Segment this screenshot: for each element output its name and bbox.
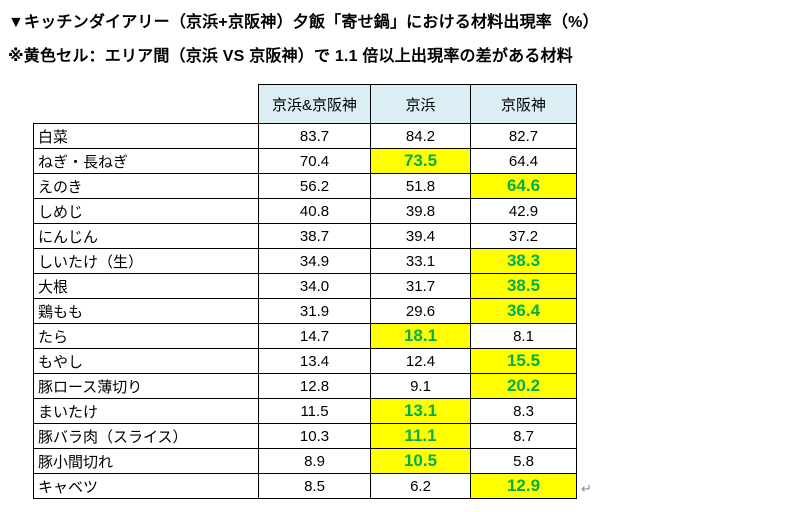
value-cell: 9.1: [370, 373, 471, 399]
table-row: 豚バラ肉（スライス） 10.3 11.1 8.7: [33, 423, 577, 449]
paragraph-mark-icon: ↵: [581, 481, 592, 496]
value-cell-highlighted: 13.1: [370, 398, 471, 424]
value-cell-highlighted: 10.5: [370, 448, 471, 474]
value-cell: 64.4: [470, 148, 577, 174]
table-row: 豚ロース薄切り 12.8 9.1 20.2: [33, 373, 577, 399]
ingredient-table-body: 白菜 83.7 84.2 82.7 ねぎ・長ねぎ 70.4 73.5 64.4 えのき 56.2 5…: [33, 123, 577, 499]
value-cell: 8.7: [470, 423, 577, 449]
table-row: キャベツ 8.5 6.2 12.9: [33, 473, 577, 499]
value-cell: 51.8: [370, 173, 471, 199]
value-cell: 29.6: [370, 298, 471, 324]
ingredient-label: ねぎ・長ねぎ: [33, 148, 259, 174]
value-cell-highlighted: 73.5: [370, 148, 471, 174]
value-cell: 84.2: [370, 123, 471, 149]
value-cell: 83.7: [258, 123, 371, 149]
value-cell: 82.7: [470, 123, 577, 149]
table-row: しいたけ（生） 34.9 33.1 38.3: [33, 248, 577, 274]
ingredient-label: 白菜: [33, 123, 259, 149]
value-cell: 6.2: [370, 473, 471, 499]
ingredient-label: にんじん: [33, 223, 259, 249]
column-header-keihin: 京浜: [370, 84, 471, 124]
table-row: 白菜 83.7 84.2 82.7: [33, 123, 577, 149]
value-cell-highlighted: 12.9: [470, 473, 577, 499]
value-cell-highlighted: 11.1: [370, 423, 471, 449]
table-row: まいたけ 11.5 13.1 8.3: [33, 398, 577, 424]
value-cell: 37.2: [470, 223, 577, 249]
table-row: たら 14.7 18.1 8.1: [33, 323, 577, 349]
value-cell: 40.8: [258, 198, 371, 224]
ingredient-label: えのき: [33, 173, 259, 199]
value-cell: 39.4: [370, 223, 471, 249]
value-cell: 8.3: [470, 398, 577, 424]
value-cell-highlighted: 15.5: [470, 348, 577, 374]
ingredient-label: もやし: [33, 348, 259, 374]
table-row: しめじ 40.8 39.8 42.9: [33, 198, 577, 224]
value-cell-highlighted: 38.5: [470, 273, 577, 299]
value-cell: 11.5: [258, 398, 371, 424]
column-header-combined: 京浜&京阪神: [258, 84, 371, 124]
table-row: もやし 13.4 12.4 15.5: [33, 348, 577, 374]
value-cell-highlighted: 18.1: [370, 323, 471, 349]
highlight-legend: ※黄色セル：エリア間（京浜 VS 京阪神）で 1.1 倍以上出現率の差がある材料: [8, 48, 573, 65]
value-cell: 34.0: [258, 273, 371, 299]
ingredient-label: しめじ: [33, 198, 259, 224]
value-cell: 56.2: [258, 173, 371, 199]
ingredient-label: まいたけ: [33, 398, 259, 424]
table-row: えのき 56.2 51.8 64.6: [33, 173, 577, 199]
value-cell-highlighted: 36.4: [470, 298, 577, 324]
value-cell: 13.4: [258, 348, 371, 374]
value-cell: 14.7: [258, 323, 371, 349]
ingredient-label: 豚小間切れ: [33, 448, 259, 474]
value-cell: 12.8: [258, 373, 371, 399]
value-cell-highlighted: 20.2: [470, 373, 577, 399]
ingredient-label: 豚ロース薄切り: [33, 373, 259, 399]
value-cell-highlighted: 38.3: [470, 248, 577, 274]
report-title: ▼キッチンダイアリー（京浜+京阪神）夕飯「寄せ鍋」における材料出現率（%）: [8, 14, 599, 31]
column-header-keihanshin: 京阪神: [470, 84, 577, 124]
value-cell: 8.1: [470, 323, 577, 349]
ingredient-label: 鶏もも: [33, 298, 259, 324]
ingredient-table: 京浜&京阪神 京浜 京阪神 白菜 83.7 84.2 82.7 ねぎ・長ねぎ 70.4 73…: [33, 84, 577, 499]
value-cell: 8.5: [258, 473, 371, 499]
corner-cell: [34, 85, 259, 124]
table-row: 豚小間切れ 8.9 10.5 5.8: [33, 448, 577, 474]
value-cell: 38.7: [258, 223, 371, 249]
value-cell: 33.1: [370, 248, 471, 274]
ingredient-label: しいたけ（生）: [33, 248, 259, 274]
value-cell: 12.4: [370, 348, 471, 374]
ingredient-label: たら: [33, 323, 259, 349]
ingredient-label: 大根: [33, 273, 259, 299]
value-cell: 8.9: [258, 448, 371, 474]
value-cell: 31.9: [258, 298, 371, 324]
header-row: 京浜&京阪神 京浜 京阪神: [34, 84, 577, 124]
table-row: 大根 34.0 31.7 38.5: [33, 273, 577, 299]
value-cell-highlighted: 64.6: [470, 173, 577, 199]
table-row: にんじん 38.7 39.4 37.2: [33, 223, 577, 249]
ingredient-label: 豚バラ肉（スライス）: [33, 423, 259, 449]
value-cell: 31.7: [370, 273, 471, 299]
value-cell: 42.9: [470, 198, 577, 224]
ingredient-label: キャベツ: [33, 473, 259, 499]
value-cell: 70.4: [258, 148, 371, 174]
value-cell: 39.8: [370, 198, 471, 224]
value-cell: 5.8: [470, 448, 577, 474]
value-cell: 10.3: [258, 423, 371, 449]
value-cell: 34.9: [258, 248, 371, 274]
table-row: ねぎ・長ねぎ 70.4 73.5 64.4: [33, 148, 577, 174]
table-row: 鶏もも 31.9 29.6 36.4: [33, 298, 577, 324]
